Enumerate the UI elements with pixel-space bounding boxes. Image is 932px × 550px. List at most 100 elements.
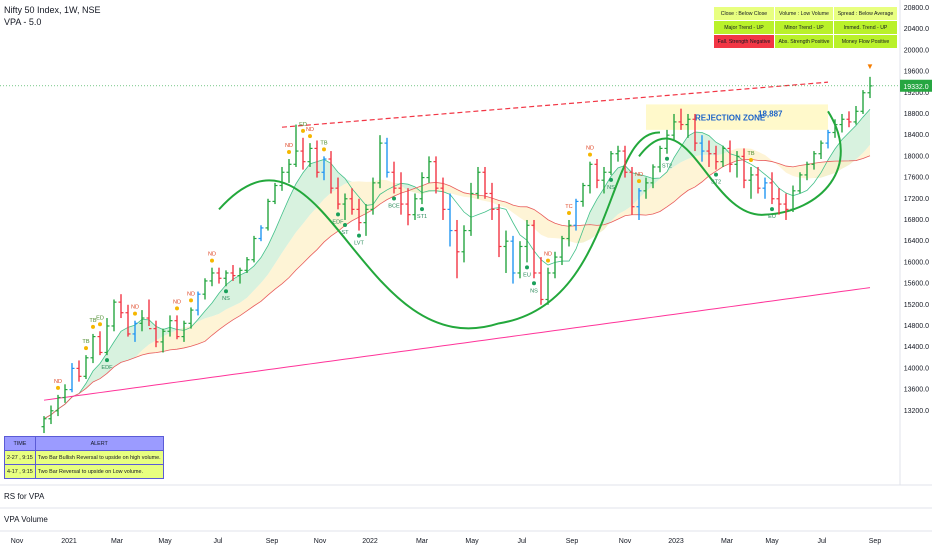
signal-label: ED: [96, 315, 104, 321]
info-cell: Minor Trend - UP: [773, 20, 834, 35]
ohlc-bar: [69, 363, 75, 393]
ohlc-bar: [328, 151, 334, 194]
alert-header-row: TIME ALERT: [4, 436, 164, 451]
signal-marker: [224, 289, 228, 294]
ohlc-bar: [433, 156, 439, 194]
ohlc-bar: [538, 257, 544, 305]
ohlc-bar: [734, 151, 740, 178]
ohlc-bar: [41, 416, 47, 434]
signal-label: ND: [131, 305, 139, 311]
info-cell: Fall. Strength Negative: [713, 34, 775, 49]
x-tick-label: May: [765, 538, 779, 545]
alert-cell: Two Bar Reversal to upside on Low volume…: [34, 464, 164, 479]
ohlc-bar: [209, 267, 215, 287]
y-tick-label: 15600.0: [904, 281, 929, 288]
ohlc-bar: [279, 166, 285, 191]
alert-table: TIME ALERT 2-27 , 9:15 Two Bar Bullish Reve…: [4, 436, 164, 479]
ohlc-bar: [202, 278, 208, 300]
y-tick-label: 16000.0: [904, 259, 929, 266]
ohlc-bar: [853, 106, 859, 125]
signal-label: ED: [299, 122, 307, 128]
info-row: Major Trend - UP Minor Trend - UP Immed. T…: [713, 20, 899, 35]
fast-ma-line: [43, 109, 871, 420]
ohlc-bar: [237, 267, 243, 284]
y-tick-label: 15200.0: [904, 302, 929, 309]
signal-label: TC: [565, 204, 572, 210]
signal-label: EU: [523, 272, 531, 278]
ohlc-bar: [517, 241, 523, 279]
signal-marker: [665, 156, 669, 161]
signal-marker: [567, 210, 571, 215]
signal-label: ND: [285, 143, 293, 149]
ohlc-bar: [153, 320, 159, 348]
y-tick-label: 13200.0: [904, 408, 929, 415]
ohlc-bar: [468, 182, 474, 236]
resistance-line: [281, 81, 829, 128]
rejection-zone-label: REJECTION ZONE: [695, 113, 766, 122]
signal-marker: [588, 152, 592, 157]
ohlc-bars: [41, 76, 873, 434]
signal-label: ND: [544, 252, 552, 258]
ohlc-bar: [545, 267, 551, 305]
signal-marker: [357, 233, 361, 238]
x-tick-label: Jul: [818, 538, 827, 545]
ohlc-bar: [720, 145, 726, 167]
ohlc-bar: [636, 188, 642, 220]
y-tick-label: 14000.0: [904, 365, 929, 372]
signal-label: ND: [306, 127, 314, 133]
ohlc-bar: [454, 219, 460, 279]
signal-label: ND: [208, 252, 216, 258]
ohlc-bar: [769, 172, 775, 205]
signal-label: NS: [607, 185, 615, 191]
ohlc-bar: [573, 198, 579, 231]
x-tick-label: Jul: [214, 538, 223, 545]
ohlc-bar: [286, 159, 292, 183]
x-tick-label: Mar: [721, 538, 734, 545]
chart-title: Nifty 50 Index, 1W, NSE: [4, 5, 101, 15]
signal-label: TB: [320, 140, 327, 146]
x-tick-label: Sep: [266, 538, 279, 545]
ohlc-bar: [48, 405, 54, 425]
info-row: Fall. Strength Negative Abs. Strength Pos…: [713, 34, 899, 49]
ohlc-bar: [391, 161, 397, 194]
ohlc-bar: [727, 140, 733, 173]
ohlc-bar: [580, 182, 586, 207]
signal-label: ST: [341, 230, 349, 236]
ohlc-bar: [223, 270, 229, 287]
ohlc-bar: [475, 166, 481, 199]
ohlc-bar: [181, 320, 187, 342]
ohlc-bar: [160, 328, 166, 353]
x-tick-label: Jul: [518, 538, 527, 545]
ohlc-bar: [860, 90, 866, 114]
ohlc-bar: [783, 193, 789, 220]
signal-marker: [392, 196, 396, 201]
ohlc-bar: [293, 124, 299, 167]
x-tick-label: Nov: [619, 538, 632, 545]
signal-label: ND: [586, 146, 594, 152]
ohlc-bar: [762, 177, 768, 199]
ohlc-bar: [167, 315, 173, 337]
alert-cell: Two Bar Bullish Reversal to upside on hi…: [34, 450, 164, 465]
ohlc-bar: [629, 166, 635, 215]
long-wma-line: [43, 287, 871, 401]
ohlc-bar: [244, 257, 250, 273]
ohlc-bar: [398, 172, 404, 215]
alert-header-cell: ALERT: [34, 436, 164, 451]
ohlc-bar: [384, 137, 390, 178]
signal-label: ST1: [417, 214, 427, 220]
cup-arc: [218, 131, 661, 330]
ohlc-bar: [482, 166, 488, 199]
ohlc-bar: [496, 204, 502, 258]
signal-marker: [301, 128, 305, 133]
x-tick-label: May: [158, 538, 172, 545]
rs-pane-label: RS for VPA: [4, 492, 45, 501]
info-cell: Money Flow Positive: [832, 34, 899, 49]
ohlc-bar: [251, 235, 257, 263]
ohlc-bar: [363, 204, 369, 236]
indicator-lines: [43, 81, 871, 420]
ohlc-bar: [699, 135, 705, 162]
ohlc-bar: [678, 108, 684, 130]
ohlc-bar: [510, 235, 516, 284]
